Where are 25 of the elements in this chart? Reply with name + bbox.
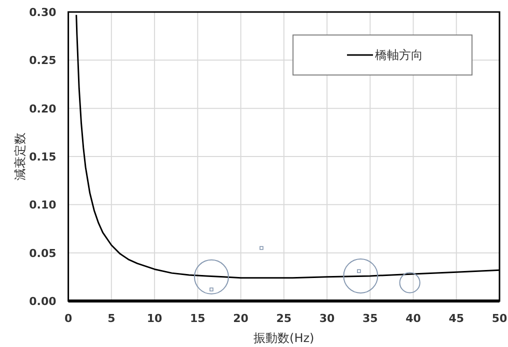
y-tick-label: 0.15	[29, 150, 56, 164]
x-tick-label: 50	[492, 312, 508, 325]
y-tick-label: 0.30	[29, 6, 57, 19]
y-tick-label: 0.10	[29, 198, 57, 212]
x-tick-label: 30	[319, 312, 336, 325]
legend: 橋軸方向	[292, 34, 472, 76]
y-tick-label: 0.25	[29, 54, 56, 68]
point	[357, 269, 361, 274]
x-tick-label: 20	[233, 312, 249, 325]
y-tick-label: 0.05	[29, 246, 56, 260]
point	[210, 288, 214, 292]
y-tick-label: 0.20	[29, 102, 57, 116]
x-tick-label: 45	[448, 312, 464, 325]
x-tick-label: 5	[108, 312, 116, 325]
y-tick-label: 0.00	[29, 295, 57, 308]
point	[260, 246, 264, 250]
x-axis-title: 振動数(Hz)	[254, 331, 314, 345]
x-tick-label: 0	[64, 312, 72, 325]
legend-label: 橋軸方向	[375, 48, 423, 62]
x-tick-label: 40	[406, 312, 422, 325]
x-tick-label: 10	[146, 312, 163, 325]
x-tick-label: 35	[362, 312, 378, 325]
x-tick-label: 15	[190, 312, 206, 325]
x-tick-label: 25	[276, 312, 292, 325]
y-axis-title: 減衰定数	[13, 132, 27, 180]
